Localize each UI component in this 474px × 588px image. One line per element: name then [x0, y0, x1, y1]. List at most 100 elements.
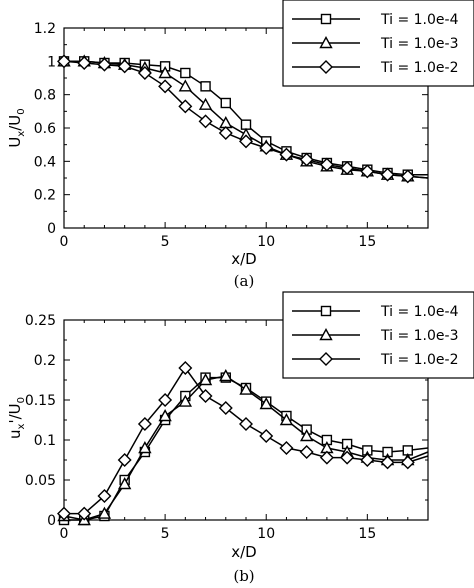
chart-b: 0 5 10 15 0 0.05 0.1 0.15 0.2 0.25 x/D ux'/U0 (b)… [6, 291, 474, 585]
data-point-diamond [117, 59, 132, 74]
data-point-diamond [299, 152, 314, 167]
data-point-square [180, 67, 191, 79]
data-point-triangle [178, 79, 193, 92]
y-axis-label-b: ux'/U0 [6, 397, 27, 439]
x-tick-label: 5 [161, 526, 170, 542]
data-point-diamond [77, 56, 92, 70]
tick-labels-a: 0 5 10 15 0 0.2 0.4 0.6 0.8 1 1.2 [34, 21, 377, 250]
legend-marker-triangle [319, 328, 333, 341]
series-group-b [57, 361, 429, 526]
x-axis-label-a: x/D [231, 250, 256, 268]
data-point-diamond [259, 429, 274, 443]
y-tick-label: 0.2 [34, 353, 56, 369]
legend-marker-square [320, 13, 332, 25]
legend-label: Ti = 1.0e-4 [380, 304, 459, 320]
y-tick-label: 0.15 [25, 393, 56, 409]
data-point-diamond [158, 393, 173, 407]
y-tick-label: 1 [47, 54, 56, 70]
data-point-diamond [198, 114, 213, 129]
data-point-diamond [400, 169, 415, 184]
y-tick-label: 0.1 [34, 433, 56, 449]
data-point-diamond [239, 134, 253, 149]
data-point-diamond [299, 445, 314, 459]
caption-a: (a) [234, 272, 255, 290]
legend-label: Ti = 1.0e-3 [380, 328, 458, 344]
y-tick-label: 0.05 [25, 473, 56, 489]
y-tick-label: 0.4 [34, 154, 56, 170]
x-tick-label: 10 [257, 234, 275, 250]
data-point-diamond [279, 147, 294, 162]
y-axis-label-a: Ux/U0 [6, 108, 27, 147]
legend-marker-diamond [319, 352, 333, 366]
data-point-diamond [319, 450, 334, 465]
data-point-diamond [360, 164, 375, 179]
legend-a: Ti = 1.0e-4 Ti = 1.0e-3 Ti = 1.0e-2 [282, 0, 474, 87]
data-point-diamond [117, 453, 132, 467]
data-point-diamond [360, 453, 375, 467]
data-point-diamond [97, 57, 112, 72]
data-point-diamond [400, 455, 415, 470]
data-point-diamond [380, 455, 395, 470]
x-axis-label-b: x/D [231, 543, 256, 561]
data-point-triangle [239, 382, 253, 395]
data-point-diamond [319, 157, 334, 172]
data-point-triangle [178, 394, 193, 407]
data-point-diamond [239, 417, 253, 431]
data-point-square [220, 97, 231, 109]
y-tick-label: 0 [47, 221, 56, 237]
data-point-triangle [279, 413, 294, 426]
y-tick-label: 0.2 [34, 188, 56, 204]
tick-labels-b: 0 5 10 15 0 0.05 0.1 0.15 0.2 0.25 [25, 313, 376, 542]
data-point-triangle [259, 397, 273, 410]
data-point-triangle [117, 477, 132, 490]
legend-b: Ti = 1.0e-4 Ti = 1.0e-3 Ti = 1.0e-2 [282, 291, 474, 379]
data-point-diamond [57, 506, 71, 521]
y-tick-label: 0.25 [25, 313, 56, 329]
data-point-triangle [158, 409, 172, 422]
y-tick-label: 1.2 [34, 21, 56, 37]
data-point-triangle [97, 506, 112, 519]
legend-label: Ti = 1.0e-2 [380, 60, 458, 76]
x-tick-label: 10 [257, 526, 275, 542]
legend-label: Ti = 1.0e-3 [380, 36, 458, 52]
data-point-diamond [77, 506, 92, 521]
data-point-diamond [279, 441, 294, 455]
series-group-a [57, 54, 429, 184]
data-point-diamond [178, 99, 193, 114]
data-point-diamond [259, 141, 274, 155]
data-point-diamond [158, 79, 173, 94]
data-point-square [200, 81, 211, 92]
x-tick-label: 0 [60, 526, 69, 542]
chart-a: 0 5 10 15 0 0.2 0.4 0.6 0.8 1 1.2 x/D Ux/U0 (a) Ti… [6, 0, 474, 290]
legend-marker-diamond [319, 60, 333, 74]
y-tick-label: 0.6 [34, 121, 56, 137]
data-point-triangle [219, 369, 233, 382]
y-tick-label: 0 [47, 513, 56, 529]
x-tick-label: 5 [161, 234, 170, 250]
data-point-diamond [97, 489, 112, 503]
legend-marker-triangle [319, 36, 333, 49]
data-point-diamond [57, 54, 71, 69]
axes-frame-a [63, 27, 429, 229]
data-point-diamond [137, 417, 152, 431]
data-point-diamond [178, 361, 193, 375]
data-point-triangle [299, 429, 314, 442]
data-point-diamond [218, 126, 233, 140]
data-point-triangle [198, 97, 213, 110]
x-tick-label: 0 [60, 234, 69, 250]
data-point-triangle [138, 441, 152, 454]
y-tick-label: 0.8 [34, 88, 56, 104]
caption-b: (b) [233, 567, 254, 585]
x-tick-label: 15 [358, 526, 376, 542]
x-tick-label: 15 [358, 234, 376, 250]
data-point-diamond [137, 66, 152, 80]
data-point-triangle [198, 373, 213, 386]
data-point-diamond [198, 389, 213, 403]
data-point-diamond [340, 450, 355, 465]
legend-label: Ti = 1.0e-4 [380, 12, 459, 28]
data-point-diamond [218, 401, 233, 415]
data-point-diamond [340, 161, 355, 175]
legend-marker-square [320, 305, 332, 317]
data-point-triangle [158, 66, 172, 79]
